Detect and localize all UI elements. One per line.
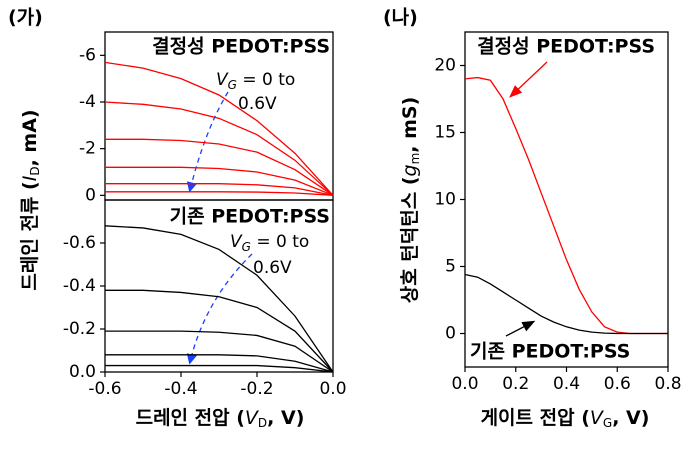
label-symbol: V bbox=[245, 407, 260, 429]
label-part: 드레인 전류 ( bbox=[19, 181, 41, 290]
series-line bbox=[104, 225, 334, 373]
vg-label: VG = 0 to bbox=[230, 232, 309, 254]
x-tick-label: 0.6 bbox=[604, 374, 631, 394]
x-tick-label: -0.4 bbox=[164, 379, 197, 399]
plot-frame bbox=[464, 31, 669, 368]
y-tick-label: 10 bbox=[434, 190, 456, 210]
series-line bbox=[105, 191, 334, 196]
series-line bbox=[105, 183, 334, 196]
vg-label: 0.6V bbox=[253, 258, 292, 278]
series-line bbox=[105, 354, 334, 373]
label-symbol: V bbox=[590, 407, 605, 429]
panel-label: (나) bbox=[383, 7, 418, 29]
series-line bbox=[105, 138, 334, 196]
y-tick-label: -0.6 bbox=[63, 233, 96, 253]
panel-label: (가) bbox=[8, 7, 43, 29]
y-tick-label: 0.0 bbox=[69, 362, 96, 382]
series-line bbox=[105, 364, 334, 373]
vg-symbol: V bbox=[230, 232, 243, 252]
label-part: 게이트 전압 ( bbox=[481, 407, 590, 429]
x-tick-label: 0.4 bbox=[553, 374, 580, 394]
x-tick-label: -0.6 bbox=[88, 379, 121, 399]
x-tick-label: 0.2 bbox=[502, 374, 529, 394]
y-axis-label: 드레인 전류 (ID, mA) bbox=[19, 109, 42, 290]
y-tick-label: -6 bbox=[79, 45, 96, 65]
annotation: 결정성 PEDOT:PSS bbox=[152, 36, 330, 58]
series-label: 기존 PEDOT:PSS bbox=[470, 341, 630, 363]
series-line bbox=[105, 166, 334, 196]
series-arrow bbox=[509, 61, 548, 98]
y-tick-label: 20 bbox=[434, 56, 456, 76]
series-line bbox=[464, 273, 668, 335]
label-subscript: G bbox=[603, 416, 612, 430]
label-symbol: g bbox=[399, 164, 421, 176]
label-symbol: I bbox=[19, 175, 41, 181]
y-tick-label: -0.2 bbox=[63, 319, 96, 339]
label-part: , mS) bbox=[399, 97, 421, 153]
vg-subscript: G bbox=[228, 78, 237, 92]
x-tick-label: 0.0 bbox=[451, 374, 478, 394]
y-tick-label: -2 bbox=[79, 139, 96, 159]
series-line bbox=[105, 289, 334, 373]
vg-label: VG = 0 to bbox=[216, 70, 295, 92]
vg-symbol: V bbox=[216, 70, 229, 90]
series-label: 결정성 PEDOT:PSS bbox=[477, 36, 655, 58]
y-tick-label: -4 bbox=[79, 92, 96, 112]
label-subscript: m bbox=[408, 153, 422, 165]
vg-text: = 0 to bbox=[237, 70, 295, 90]
vg-arrow bbox=[186, 91, 229, 193]
series-line bbox=[464, 76, 668, 335]
series-line bbox=[104, 61, 334, 196]
series-arrow bbox=[505, 320, 536, 337]
y-tick-label: 5 bbox=[445, 257, 456, 277]
y-axis-label: 상호 턴덕턴스 (gm, mS) bbox=[399, 97, 422, 304]
y-tick-label: 0 bbox=[445, 324, 456, 344]
label-subscript: D bbox=[258, 416, 267, 430]
series-line bbox=[105, 330, 334, 373]
label-part: 상호 턴덕턴스 ( bbox=[399, 176, 421, 303]
x-tick-label: 0.0 bbox=[319, 379, 346, 399]
x-axis-label: 게이트 전압 (VG, V) bbox=[481, 407, 650, 430]
label-part: , mA) bbox=[19, 109, 41, 166]
x-tick-label: -0.2 bbox=[240, 379, 273, 399]
x-axis-label: 드레인 전압 (VD, V) bbox=[136, 407, 305, 430]
y-tick-label: -0.4 bbox=[63, 276, 96, 296]
annotation: 기존 PEDOT:PSS bbox=[170, 206, 330, 228]
vg-arrow bbox=[186, 253, 253, 365]
label-part: , V) bbox=[612, 407, 649, 429]
vg-label: 0.6V bbox=[238, 94, 277, 114]
y-tick-label: 15 bbox=[434, 123, 456, 143]
vg-text: = 0 to bbox=[251, 232, 309, 252]
y-tick-label: 0 bbox=[85, 185, 96, 205]
label-part: , V) bbox=[267, 407, 304, 429]
series-line bbox=[104, 101, 334, 196]
label-part: 드레인 전압 ( bbox=[136, 407, 245, 429]
label-subscript: D bbox=[28, 166, 42, 175]
x-tick-label: 0.8 bbox=[654, 374, 681, 394]
vg-subscript: G bbox=[242, 240, 251, 254]
